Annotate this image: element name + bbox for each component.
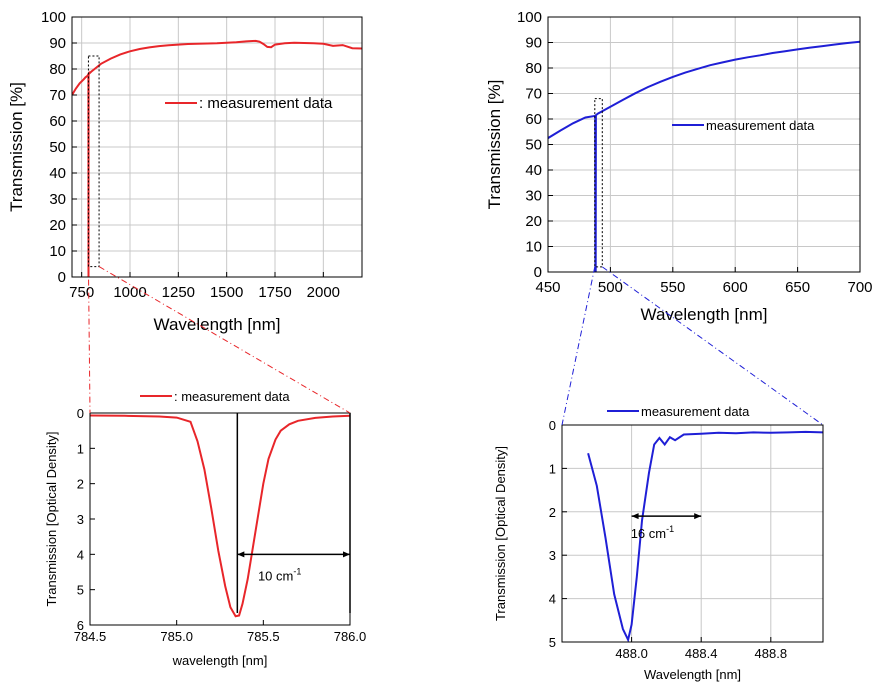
y-tick-label: 100 [41,9,66,26]
y-tick-label: 5 [77,583,84,598]
x-tick-label: 1500 [210,284,243,301]
width-annotation: 10 cm-1 [237,551,350,583]
series-line [587,430,823,642]
x-tick-label: 650 [785,279,810,296]
y-tick-label: 4 [77,547,84,562]
y-tick-label: 50 [525,137,542,154]
legend: measurement data [672,118,815,133]
y-tick-label: 20 [525,213,542,230]
annotation-label: 10 cm-1 [258,566,301,583]
y-axis-label: Transmission [%] [7,82,26,212]
plot-frame [561,424,824,643]
x-tick-label: 488.4 [685,646,718,661]
y-tick-label: 40 [49,165,66,182]
x-tick-label: 700 [847,279,872,296]
x-tick-label: 785.0 [160,629,193,644]
x-tick-label: 785.5 [247,629,280,644]
y-tick-label: 80 [525,60,542,77]
x-tick-label: 784.5 [74,629,107,644]
y-tick-label: 0 [549,418,556,433]
y-tick-label: 30 [525,188,542,205]
x-tick-label: 500 [598,279,623,296]
x-tick-label: 786.0 [334,629,367,644]
y-tick-label: 60 [525,111,542,128]
y-tick-label: 5 [549,635,556,650]
annotation-superscript: -1 [293,566,301,576]
x-axis-label: Wavelength [nm] [154,315,281,334]
legend: : measurement data [165,95,333,112]
chart-3: 784.5 785.0 785.5 786.0 0 1 2 3 4 5 6 wavelength [n… [44,389,366,668]
zoom-connector-line [98,266,351,414]
plot-frame [89,412,351,626]
y-tick-label: 3 [549,548,556,563]
y-tick-label: 2 [77,477,84,492]
y-axis-label: Transmission [Optical Density] [493,446,508,621]
y-tick-label: 3 [77,512,84,527]
arrow-head-left [631,513,639,520]
y-tick-label: 60 [49,113,66,130]
y-tick-label: 90 [49,35,66,52]
chart-4: 488.0 488.4 488.8 0 1 2 3 4 5 Wavelength [nm] Tran… [493,404,824,682]
annotation-label: 16 cm-1 [631,524,674,541]
annotation-superscript: -1 [666,524,674,534]
y-tick-label: 30 [49,191,66,208]
x-tick-label: 1000 [113,284,146,301]
y-tick-label: 80 [49,61,66,78]
y-tick-label: 90 [525,35,542,52]
legend: : measurement data [140,389,290,404]
y-axis-label: Transmission [Optical Density] [44,431,59,606]
x-tick-label: 550 [660,279,685,296]
zoom-connector-line [87,266,91,414]
y-tick-label: 2 [549,505,556,520]
x-tick-label: 2000 [307,284,340,301]
x-axis-label: wavelength [nm] [172,653,268,668]
y-tick-label: 20 [49,217,66,234]
x-tick-label: 1250 [162,284,195,301]
legend-label: measurement data [641,404,750,419]
chart-1: 750 1000 1250 1500 1750 2000 0 10 20 30 40 50 60 70 80… [7,9,363,334]
x-tick-label: 450 [535,279,560,296]
series-line [90,414,350,618]
y-tick-label: 40 [525,162,542,179]
annotation-text: 16 cm [631,526,666,541]
y-tick-label: 70 [49,87,66,104]
zoom-box [87,55,100,268]
y-tick-label: 1 [549,461,556,476]
x-axis-label: Wavelength [nm] [641,305,768,324]
width-annotation: 16 cm-1 [631,513,702,541]
legend-label: : measurement data [174,389,290,404]
zoom-connector-line [561,266,596,426]
series-line [548,40,860,272]
series-line [72,39,362,277]
x-tick-label: 1750 [258,284,291,301]
chart-2: 450 500 550 600 650 700 0 10 20 30 40 50 60 70 80 90 100… [485,9,873,324]
y-tick-label: 70 [525,86,542,103]
arrow-head-right [694,513,702,520]
y-axis-label: Transmission [%] [485,80,504,210]
y-tick-label: 4 [549,592,556,607]
arrow-head-left [237,551,245,558]
y-tick-label: 6 [77,618,84,633]
x-tick-label: 488.8 [755,646,788,661]
y-tick-label: 0 [58,269,66,286]
y-tick-label: 10 [49,243,66,260]
annotation-text: 10 cm [258,568,293,583]
y-tick-label: 100 [517,9,542,26]
y-tick-label: 10 [525,239,542,256]
y-tick-label: 0 [77,406,84,421]
legend: measurement data [607,404,750,419]
y-tick-label: 50 [49,139,66,156]
zoom-connector-line [601,266,824,426]
legend-label: measurement data [706,118,815,133]
arrow-head-right [343,551,350,558]
x-tick-label: 750 [69,284,94,301]
x-axis-label: Wavelength [nm] [644,667,741,682]
legend-label: : measurement data [199,95,333,112]
y-tick-label: 0 [534,264,542,281]
x-tick-label: 488.0 [615,646,648,661]
x-tick-label: 600 [723,279,748,296]
y-tick-label: 1 [77,441,84,456]
